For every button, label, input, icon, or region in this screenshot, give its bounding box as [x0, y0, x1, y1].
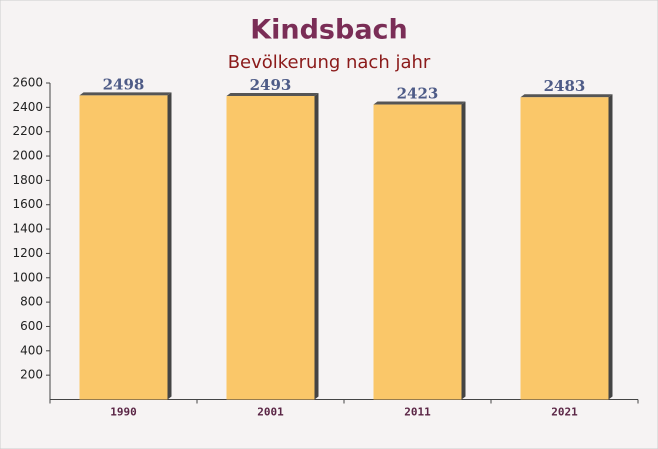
bar-shadow	[608, 94, 613, 400]
y-tick-label: 1000	[12, 270, 43, 284]
chart-subtitle: Bevölkerung nach jahr	[228, 52, 431, 73]
bar	[520, 97, 609, 400]
bar	[373, 104, 462, 400]
bar-shadow-top	[373, 101, 466, 105]
bar	[226, 96, 315, 400]
bar-shadow-top	[226, 93, 319, 97]
value-label: 2483	[544, 77, 586, 95]
y-tick-label: 800	[20, 295, 43, 309]
value-label: 2423	[397, 85, 439, 103]
value-label: 2493	[250, 76, 292, 94]
bar-shadow	[314, 93, 319, 400]
y-tick-label: 200	[20, 368, 43, 382]
y-tick-label: 600	[20, 319, 43, 333]
y-tick-label: 400	[20, 343, 43, 357]
y-tick-label: 2400	[12, 100, 43, 114]
x-tick-label: 2001	[257, 406, 284, 419]
x-tick-label: 2021	[551, 406, 578, 419]
y-tick-label: 1800	[12, 173, 43, 187]
x-tick-label: 2011	[404, 406, 431, 419]
value-label: 2498	[103, 75, 145, 93]
y-tick-label: 2600	[12, 76, 43, 90]
bar-shadow-top	[520, 94, 613, 98]
chart-title: Kindsbach	[250, 15, 408, 46]
y-tick-label: 1600	[12, 197, 43, 211]
y-tick-label: 2200	[12, 124, 43, 138]
bar-shadow-top	[79, 92, 172, 96]
bar-shadow	[167, 92, 172, 400]
y-tick-label: 1400	[12, 222, 43, 236]
bar	[79, 95, 168, 400]
y-tick-label: 1200	[12, 246, 43, 260]
bar-shadow	[461, 101, 466, 400]
x-tick-label: 1990	[110, 406, 137, 419]
y-tick-label: 2000	[12, 149, 43, 163]
